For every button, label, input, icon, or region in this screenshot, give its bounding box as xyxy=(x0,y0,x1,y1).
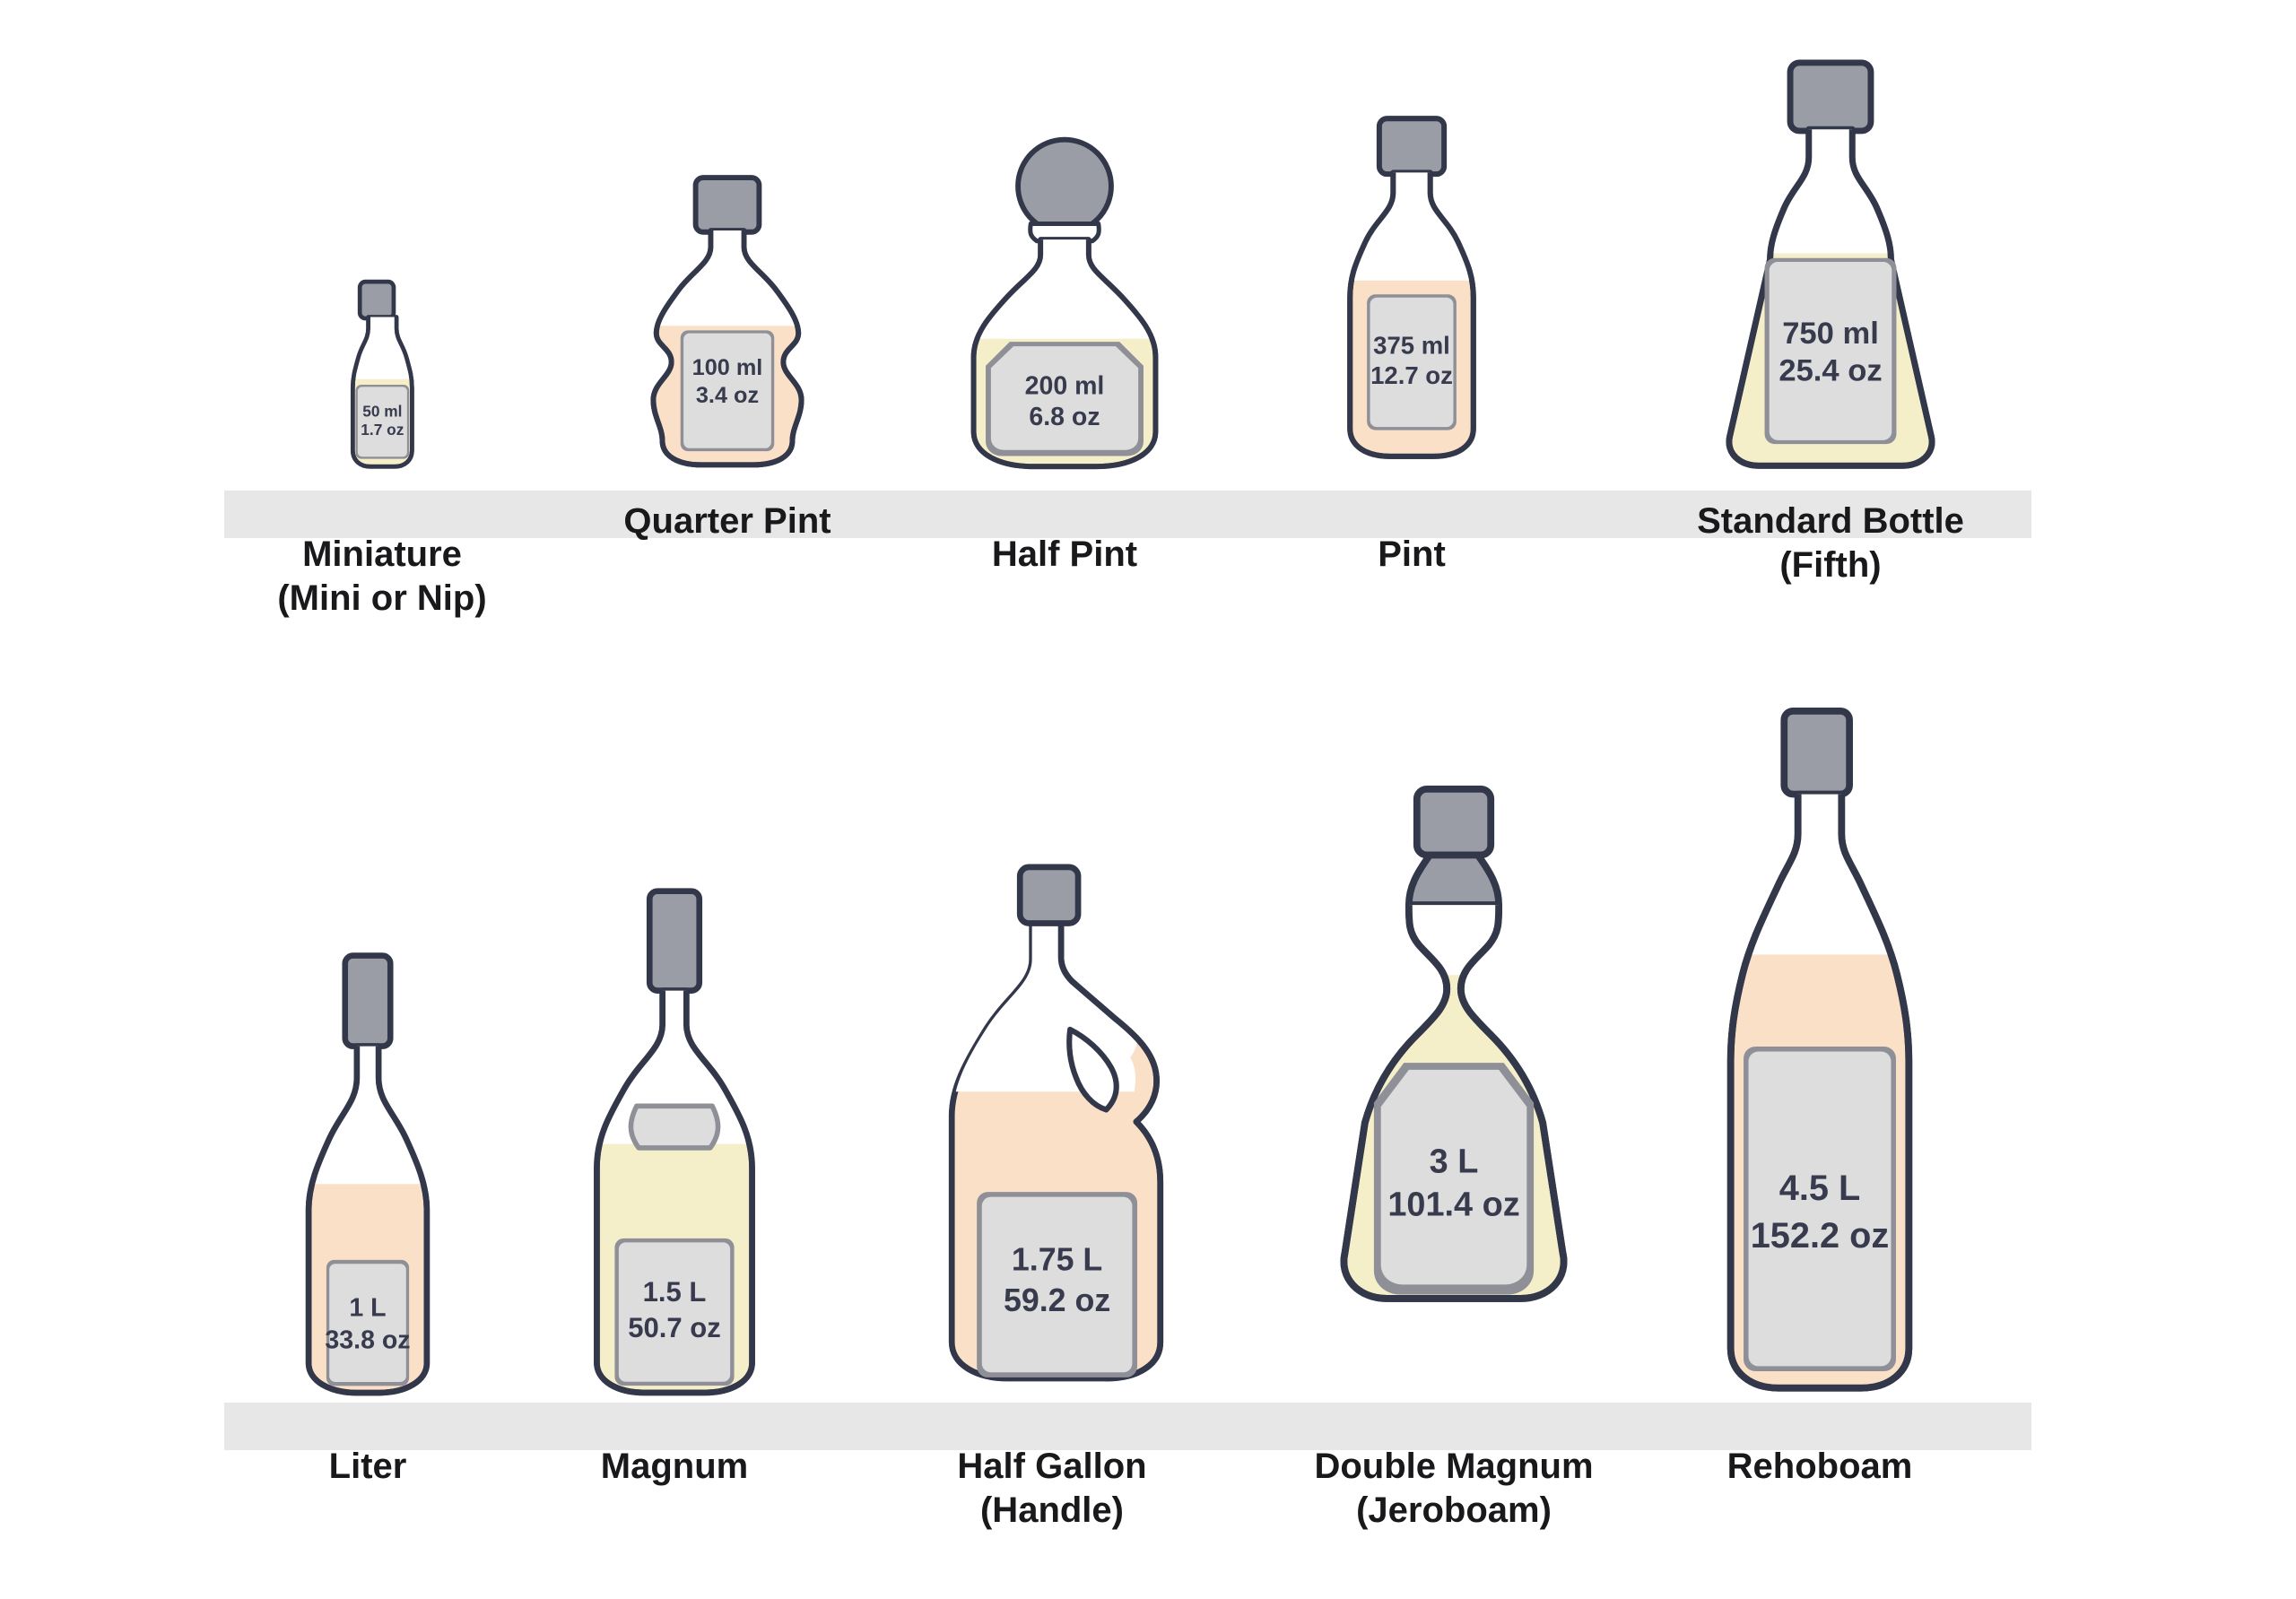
svg-text:50.7 oz: 50.7 oz xyxy=(628,1312,721,1343)
svg-text:25.4 oz: 25.4 oz xyxy=(1779,353,1882,387)
svg-text:750 ml: 750 ml xyxy=(1782,317,1879,351)
svg-text:1.5 L: 1.5 L xyxy=(643,1276,707,1308)
svg-text:1.75 L: 1.75 L xyxy=(1012,1241,1102,1277)
svg-text:50 ml: 50 ml xyxy=(362,402,402,420)
svg-text:4.5 L: 4.5 L xyxy=(1779,1169,1861,1208)
svg-text:375 ml: 375 ml xyxy=(1373,331,1450,359)
svg-text:3 L: 3 L xyxy=(1430,1143,1479,1181)
svg-text:1 L: 1 L xyxy=(349,1293,386,1322)
svg-text:200 ml: 200 ml xyxy=(1025,372,1105,401)
svg-text:100 ml: 100 ml xyxy=(692,355,763,380)
svg-text:152.2 oz: 152.2 oz xyxy=(1751,1216,1890,1256)
svg-text:3.4 oz: 3.4 oz xyxy=(696,383,759,408)
svg-text:101.4 oz: 101.4 oz xyxy=(1387,1186,1519,1223)
svg-text:33.8 oz: 33.8 oz xyxy=(325,1326,410,1355)
svg-text:1.7 oz: 1.7 oz xyxy=(361,421,404,439)
svg-text:6.8 oz: 6.8 oz xyxy=(1029,403,1100,431)
svg-text:12.7 oz: 12.7 oz xyxy=(1370,361,1453,389)
svg-text:59.2 oz: 59.2 oz xyxy=(1004,1282,1110,1318)
